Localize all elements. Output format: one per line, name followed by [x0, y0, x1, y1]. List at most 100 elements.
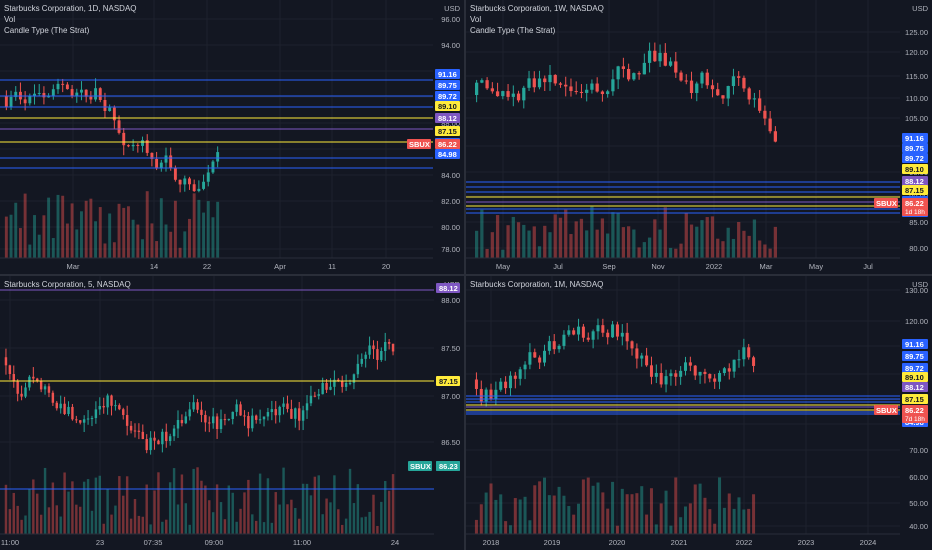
symbol-tag[interactable]: [408, 461, 432, 471]
candle-body: [39, 380, 43, 390]
level-tag[interactable]: [436, 283, 460, 293]
last-price-tag[interactable]: [436, 461, 460, 471]
last-price-tag[interactable]: [435, 139, 460, 149]
grid: [466, 0, 900, 258]
candle-body: [42, 92, 46, 98]
volume-bar: [12, 492, 15, 534]
time-tick-label: Apr: [274, 262, 286, 271]
candle-body: [12, 374, 15, 382]
candle-body: [569, 86, 573, 92]
volume-bar: [581, 479, 585, 534]
volume-bar: [243, 492, 246, 534]
level-tag[interactable]: [902, 164, 928, 174]
level-tag[interactable]: [435, 80, 460, 90]
level-tag[interactable]: [902, 339, 928, 349]
candle-body: [668, 61, 673, 66]
candle-body: [136, 144, 140, 146]
candle-body: [117, 120, 121, 133]
currency-unit: USD: [912, 4, 928, 13]
legend-indicator[interactable]: Candle Type (The Strat): [470, 26, 556, 35]
candle-body: [663, 52, 667, 66]
level-tag[interactable]: [902, 382, 928, 392]
candle-body: [596, 325, 600, 332]
level-tag[interactable]: [435, 101, 460, 111]
level-tag[interactable]: [902, 143, 928, 153]
symbol-tag[interactable]: [407, 139, 431, 149]
level-tag[interactable]: [902, 176, 928, 186]
candle-body: [94, 409, 98, 419]
candle-body: [90, 418, 94, 420]
candle-body: [654, 372, 658, 377]
candle-body: [708, 374, 712, 379]
candle-body: [155, 158, 159, 169]
chart-canvas[interactable]: USD88.0087.5087.0086.5011:002307:3509:00…: [0, 276, 464, 550]
level-tag[interactable]: [902, 363, 928, 373]
chart-pane-monthly[interactable]: USD130.00120.00110.00100.0090.0080.0070.…: [466, 276, 932, 550]
volume-bar: [579, 218, 584, 258]
support-resistance-levels: [466, 395, 900, 415]
volume-bar: [758, 240, 762, 258]
candle-body: [79, 420, 82, 423]
level-tag[interactable]: [436, 376, 460, 386]
level-tag[interactable]: [902, 351, 928, 361]
candle-body: [489, 389, 493, 400]
last-price-tag[interactable]: [902, 198, 928, 216]
level-tag[interactable]: [435, 91, 460, 101]
candle-body: [574, 91, 578, 93]
price-axis[interactable]: [434, 276, 464, 550]
candle-body: [479, 388, 483, 402]
candle-body: [499, 381, 503, 390]
volume-bar: [596, 482, 600, 534]
price-tick-label: 40.00: [909, 522, 928, 531]
volume-bar: [537, 246, 542, 258]
level-tag[interactable]: [902, 153, 928, 163]
volume-bar: [577, 503, 581, 534]
price-tick-label: 70.00: [909, 446, 928, 455]
volume-bar: [632, 229, 636, 258]
level-tag[interactable]: [435, 126, 460, 136]
volume-bar: [59, 516, 62, 534]
volume-bar: [169, 231, 173, 258]
candle-body: [286, 403, 289, 409]
symbol-tag[interactable]: [874, 198, 898, 208]
chart-canvas[interactable]: USD96.0094.0092.0090.0088.0086.0084.0082…: [0, 0, 464, 274]
price-axis[interactable]: [433, 0, 464, 274]
candle-body: [61, 83, 65, 85]
legend-symbol[interactable]: Starbucks Corporation, 5, NASDAQ: [4, 280, 131, 289]
level-tag[interactable]: [902, 372, 928, 382]
volume-bar: [20, 519, 23, 534]
legend-symbol[interactable]: Starbucks Corporation, 1W, NASDAQ: [470, 4, 604, 13]
legend-symbol[interactable]: Starbucks Corporation, 1D, NASDAQ: [4, 4, 137, 13]
level-tag[interactable]: [902, 394, 928, 404]
candle-body: [645, 355, 649, 366]
chart-pane-weekly[interactable]: USD125.00120.00115.00110.00105.00100.009…: [466, 0, 932, 274]
candle-body: [150, 152, 154, 159]
chart-pane-daily[interactable]: USD96.0094.0092.0090.0088.0086.0084.0082…: [0, 0, 464, 274]
volume-bar: [533, 485, 537, 534]
volume-bar: [102, 523, 105, 534]
volume-bar: [183, 231, 187, 258]
candle-body: [635, 348, 639, 359]
volume-bar: [325, 498, 328, 534]
chart-canvas[interactable]: USD130.00120.00110.00100.0090.0080.0070.…: [466, 276, 932, 550]
level-tag[interactable]: [902, 185, 928, 195]
candle-body: [51, 392, 55, 403]
pane-divider-horizontal[interactable]: [0, 274, 932, 276]
level-tag[interactable]: [435, 69, 460, 79]
candle-body: [348, 382, 352, 384]
legend-symbol[interactable]: Starbucks Corporation, 1M, NASDAQ: [470, 280, 604, 289]
legend-volume[interactable]: Vol: [4, 15, 16, 24]
legend-volume[interactable]: Vol: [470, 15, 482, 24]
last-price-tag[interactable]: [902, 405, 928, 423]
level-tag[interactable]: [435, 149, 460, 159]
chart-canvas[interactable]: USD125.00120.00115.00110.00105.00100.009…: [466, 0, 932, 274]
candle-body: [266, 412, 270, 417]
level-tag[interactable]: [902, 133, 928, 143]
volume-bar: [254, 520, 258, 534]
legend-indicator[interactable]: Candle Type (The Strat): [4, 26, 90, 35]
level-tag[interactable]: [435, 113, 460, 123]
candle-body: [516, 93, 521, 101]
volume-bar: [654, 524, 658, 534]
chart-pane-5min[interactable]: USD88.0087.5087.0086.5011:002307:3509:00…: [0, 276, 464, 550]
symbol-tag[interactable]: [874, 405, 898, 415]
